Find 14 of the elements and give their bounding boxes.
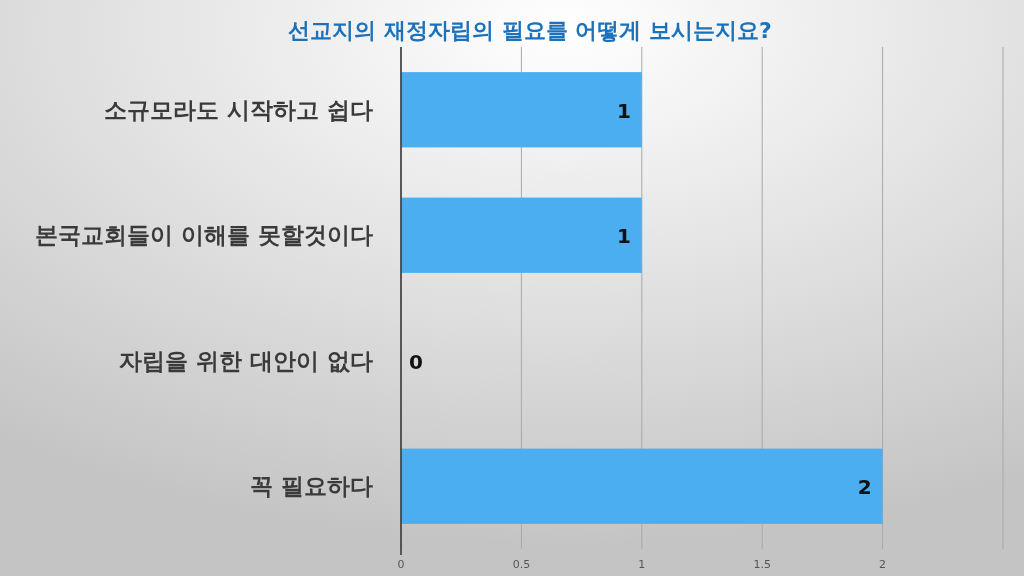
y-tick-label: 자립을 위한 대안이 없다 [118,347,373,374]
x-tick-label: 0.5 [512,558,531,571]
x-tick-label: 0 [397,558,405,571]
x-tick-label: 2 [879,558,887,571]
data-label: 0 [409,349,423,374]
y-tick-label: 본국교회들이 이해를 못할것이다 [34,222,373,249]
data-label: 1 [616,98,631,123]
x-tick-label: 1.5 [753,558,771,571]
x-tick-label: 1 [638,558,646,571]
chart-title: 선교지의 재정자립의 필요를 어떻게 보시는지요? [288,18,772,43]
y-tick-label: 소규모라도 시작하고 쉽다 [103,96,373,123]
data-label: 2 [857,475,872,500]
data-label: 1 [616,224,631,249]
y-tick-label: 꼭 필요하다 [249,473,373,500]
